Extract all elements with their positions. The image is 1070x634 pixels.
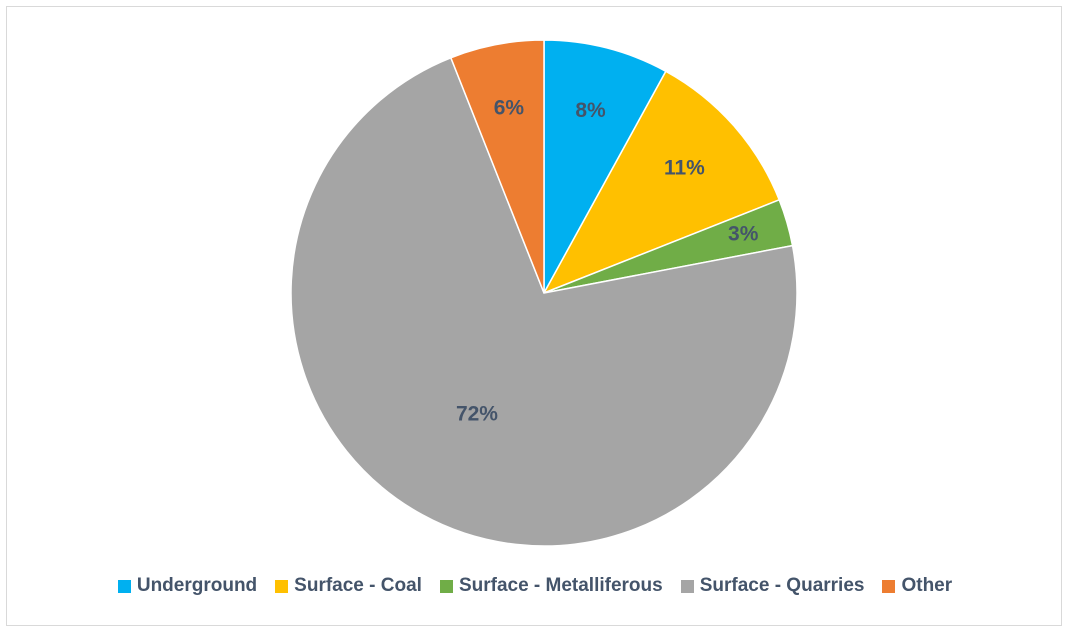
legend-swatch-other [882, 579, 896, 593]
legend-swatch-underground [117, 579, 131, 593]
legend-item-other: Other [882, 575, 952, 597]
data-label-surface-coal: 11% [664, 157, 705, 180]
slice-labels: 8% 11% 3% 72% 6% [456, 97, 759, 426]
legend-label-surface-metalliferous: Surface - Metalliferous [458, 575, 663, 596]
legend-label-surface-quarries: Surface - Quarries [699, 575, 865, 596]
data-label-surface-metalliferous: 3% [728, 223, 759, 246]
legend-item-surface-coal: Surface - Coal [275, 575, 422, 597]
pie-slice-surface-quarries [290, 56, 798, 547]
data-label-other: 6% [494, 97, 525, 120]
legend-item-surface-quarries: Surface - Quarries [680, 575, 865, 597]
legend-label-surface-coal: Surface - Coal [294, 575, 422, 596]
legend-label-underground: Underground [136, 575, 258, 596]
pie-slice-surface-coal [542, 70, 781, 295]
legend-item-underground: Underground [117, 575, 258, 597]
pie-slices [290, 39, 798, 547]
legend-swatch-surface-metalliferous [439, 579, 453, 593]
legend-item-surface-metalliferous: Surface - Metalliferous [439, 575, 663, 597]
data-label-surface-quarries: 72% [456, 402, 498, 425]
pie-slice-other [449, 39, 545, 294]
legend-swatch-surface-quarries [680, 579, 694, 593]
pie-slice-underground [543, 39, 667, 294]
legend: Underground Surface - Coal Surface - Met… [0, 575, 1070, 597]
legend-label-other: Other [901, 575, 953, 596]
legend-swatch-surface-coal [275, 579, 289, 593]
data-label-underground: 8% [575, 99, 606, 122]
